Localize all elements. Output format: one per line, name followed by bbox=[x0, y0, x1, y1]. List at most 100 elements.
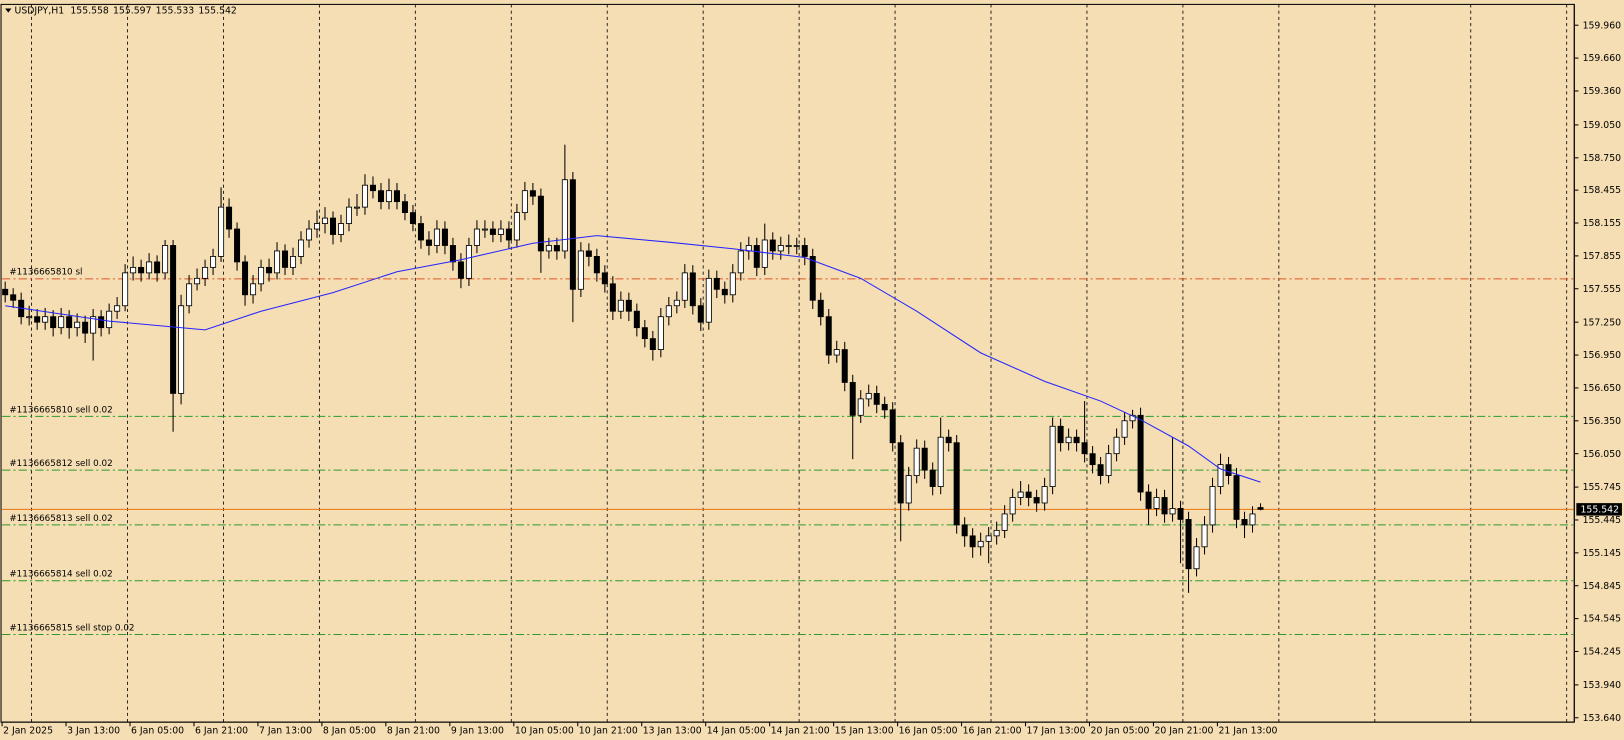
candle-body bbox=[369, 184, 376, 192]
candle-body bbox=[1017, 491, 1024, 498]
candle-body bbox=[993, 529, 1000, 537]
candle-body bbox=[481, 228, 488, 231]
candle-body bbox=[985, 535, 992, 542]
candle-body bbox=[577, 250, 584, 290]
candle-body bbox=[90, 316, 97, 334]
quote-value: 155.558 bbox=[70, 6, 109, 17]
candle-body bbox=[681, 272, 688, 301]
last-price-tag bbox=[1576, 503, 1622, 516]
candle-body bbox=[753, 245, 760, 268]
x-tick-label: 16 Jan 21:00 bbox=[963, 726, 1022, 737]
candle-body bbox=[705, 277, 712, 323]
candle-body bbox=[561, 179, 568, 252]
candle-body bbox=[1097, 464, 1104, 477]
candle-body bbox=[1105, 453, 1112, 477]
candle-body bbox=[114, 305, 121, 312]
candle-body bbox=[106, 310, 113, 329]
symbol: USDJPY,H1 bbox=[15, 6, 65, 17]
menu-triangle[interactable] bbox=[5, 8, 12, 13]
candle-body bbox=[505, 228, 512, 241]
candle-body bbox=[130, 266, 137, 274]
quote-value: 155.597 bbox=[113, 6, 152, 17]
candle-body bbox=[1025, 491, 1032, 498]
candle-body bbox=[929, 469, 936, 487]
candle-body bbox=[178, 305, 185, 394]
x-tick-label: 10 Jan 21:00 bbox=[579, 726, 638, 737]
candle-body bbox=[1209, 486, 1216, 526]
candle-body bbox=[889, 409, 896, 444]
candle-body bbox=[913, 447, 920, 477]
candle-body bbox=[1033, 497, 1040, 504]
x-tick-label: 10 Jan 05:00 bbox=[515, 726, 574, 737]
candle-body bbox=[10, 294, 17, 301]
candle-body bbox=[66, 316, 73, 329]
quote-value: 155.542 bbox=[198, 6, 237, 17]
candle-body bbox=[897, 442, 904, 504]
candle-body bbox=[1145, 491, 1152, 509]
candle-body bbox=[82, 321, 89, 334]
y-tick-label: 156.650 bbox=[1583, 383, 1622, 394]
candle-body bbox=[569, 179, 576, 290]
candle-body bbox=[170, 245, 177, 394]
candle-body bbox=[465, 245, 472, 279]
candle-body bbox=[1201, 524, 1208, 548]
candle-body bbox=[489, 228, 496, 235]
candle-body bbox=[825, 316, 832, 356]
candle-body bbox=[385, 190, 392, 203]
candle-body bbox=[593, 256, 600, 274]
x-tick-label: 15 Jan 13:00 bbox=[835, 726, 894, 737]
candle-body bbox=[210, 256, 217, 268]
candle-body bbox=[953, 442, 960, 526]
candle-body bbox=[417, 223, 424, 241]
candle-body bbox=[1217, 464, 1224, 487]
candle-body bbox=[761, 239, 768, 268]
x-tick-label: 8 Jan 05:00 bbox=[323, 726, 376, 737]
candle-body bbox=[322, 217, 329, 224]
candle-body bbox=[697, 305, 704, 323]
candle-body bbox=[234, 228, 241, 263]
candle-body bbox=[242, 261, 249, 296]
candle-body bbox=[122, 272, 129, 307]
candle-body bbox=[1065, 436, 1072, 444]
candle-body bbox=[873, 392, 880, 405]
candle-body bbox=[98, 316, 105, 329]
candle-body bbox=[641, 327, 648, 340]
y-tick-label: 157.855 bbox=[1583, 251, 1622, 262]
order-label: #1136665812 sell 0.02 bbox=[9, 459, 112, 469]
candle-body bbox=[1049, 425, 1056, 487]
candle-body bbox=[409, 212, 416, 224]
candle-body bbox=[154, 261, 161, 274]
candle-body bbox=[721, 288, 728, 296]
candle-body bbox=[1057, 425, 1064, 444]
candle-body bbox=[1153, 497, 1160, 509]
candle-body bbox=[617, 299, 624, 312]
candle-body bbox=[345, 206, 352, 224]
candle-body bbox=[146, 261, 153, 274]
candle-body bbox=[1185, 519, 1192, 570]
candle-body bbox=[961, 524, 968, 537]
candle-body bbox=[1169, 508, 1176, 515]
candle-body bbox=[314, 223, 321, 230]
x-tick-label: 13 Jan 13:00 bbox=[643, 726, 702, 737]
candle-body bbox=[1041, 486, 1048, 504]
candle-body bbox=[625, 299, 632, 312]
order-label: #1136665814 sell 0.02 bbox=[9, 570, 112, 580]
candle-body bbox=[769, 239, 776, 252]
moving-average bbox=[5, 235, 1261, 483]
x-tick-label: 9 Jan 13:00 bbox=[451, 726, 504, 737]
candle-body bbox=[473, 228, 480, 246]
candle-body bbox=[1225, 464, 1232, 477]
candle-body bbox=[1121, 420, 1128, 438]
y-tick-label: 155.745 bbox=[1583, 482, 1622, 493]
candle-body bbox=[258, 266, 265, 285]
candle-body bbox=[377, 190, 384, 203]
candle-body bbox=[306, 228, 313, 241]
candle-body bbox=[937, 436, 944, 487]
candle-body bbox=[905, 475, 912, 504]
x-tick-label: 7 Jan 13:00 bbox=[259, 726, 312, 737]
candle-body bbox=[250, 283, 257, 296]
y-tick-label: 159.660 bbox=[1583, 53, 1622, 64]
candle-body bbox=[2, 288, 9, 296]
candle-body bbox=[34, 316, 41, 323]
candle-body bbox=[74, 321, 81, 329]
